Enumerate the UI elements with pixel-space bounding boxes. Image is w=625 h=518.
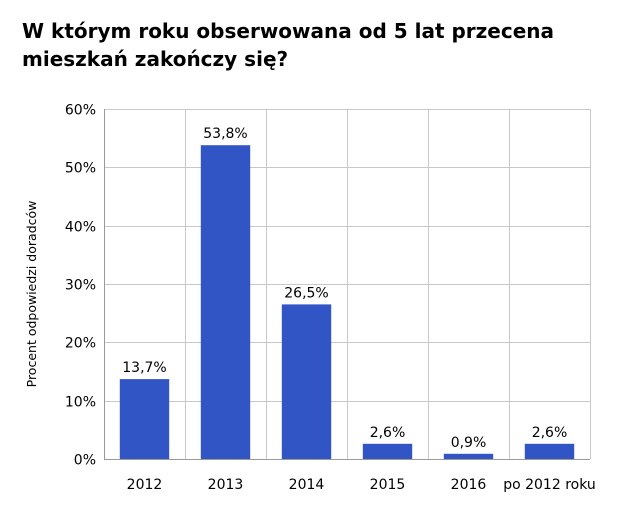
grid-lines [104,109,591,459]
x-tick-label: 2016 [451,477,487,493]
y-tick-label: 20% [65,336,96,352]
y-tick-label: 50% [65,161,96,177]
chart-title-line-2: mieszkań zakończy się? [22,47,289,71]
bar-2012 [119,379,170,459]
bar-2014 [281,304,332,459]
bar-2015 [362,443,413,459]
x-tick-labels: 2012 2013 2014 2015 2016 po 2012 roku [127,477,596,493]
axes [104,109,590,460]
x-tick-label: po 2012 roku [503,477,596,493]
x-tick-label: 2015 [370,477,406,493]
bar-po-2012-roku [524,443,575,459]
y-tick-labels: 0% 10% 20% 30% 40% 50% 60% [65,103,96,469]
data-label: 0,9% [451,435,487,451]
y-tick-label: 30% [65,278,96,294]
x-tick-label: 2014 [289,477,325,493]
bar-2016 [443,453,494,460]
data-label: 2,6% [532,425,568,441]
chart-title-line-1: W którym roku obserwowana od 5 lat przec… [22,19,555,43]
data-label: 13,7% [122,360,166,376]
bars [119,145,575,460]
chart-title: W którym roku obserwowana od 5 lat przec… [22,17,612,73]
y-tick-label: 40% [65,220,96,236]
x-tick-label: 2013 [208,477,244,493]
data-label: 2,6% [370,425,406,441]
y-tick-label: 60% [65,103,96,119]
y-axis-label: Procent odpowiedzi doradców [24,201,39,388]
data-label: 26,5% [284,285,328,301]
data-label: 53,8% [203,126,247,142]
y-tick-label: 0% [74,453,96,469]
data-labels: 13,7% 53,8% 26,5% 2,6% 0,9% 2,6% [122,126,567,451]
x-tick-label: 2012 [127,477,163,493]
bar-2013 [200,145,251,459]
y-tick-label: 10% [65,395,96,411]
